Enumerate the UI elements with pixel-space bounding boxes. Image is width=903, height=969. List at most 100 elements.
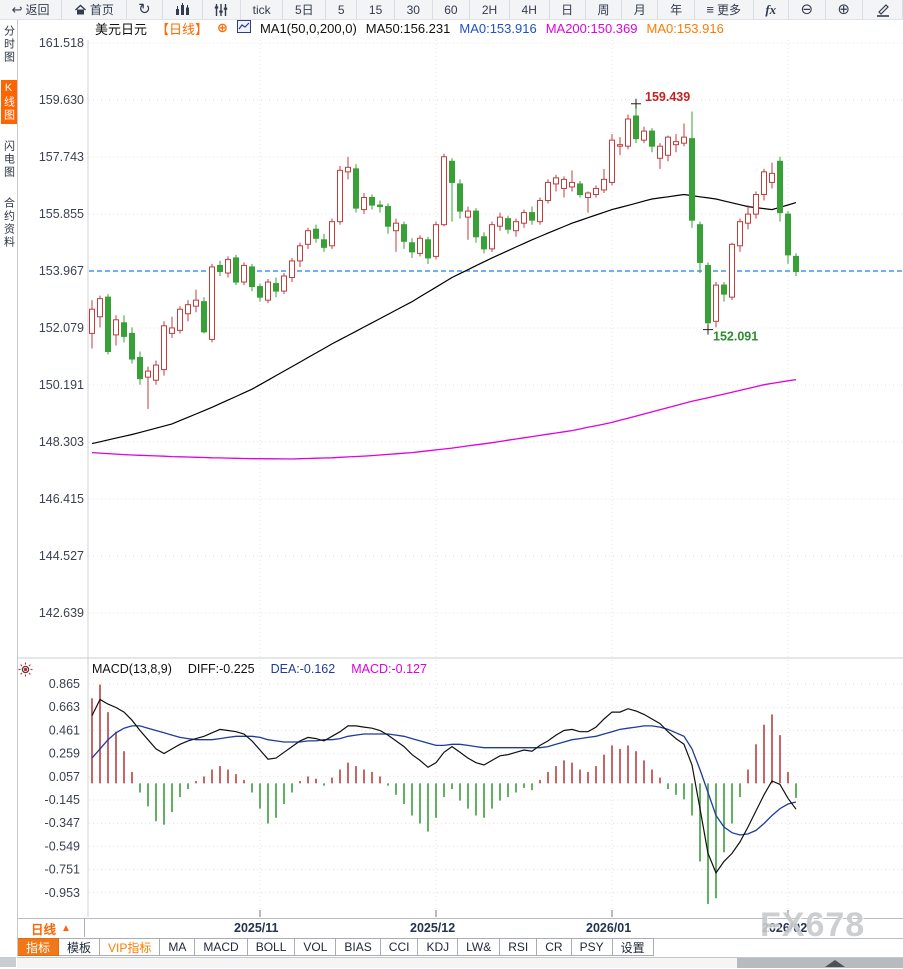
indicator-tabs: 指标 模板 VIP指标 MA MACD BOLL VOL BIAS CCI KDJ LW& RSI CR… — [17, 938, 654, 956]
toolbar-5d-button[interactable]: 5日 — [283, 0, 327, 19]
toolbar-day-label: 日 — [561, 3, 574, 17]
svg-text:144.527: 144.527 — [39, 549, 84, 563]
period-selector[interactable]: 日线 ▲ — [17, 919, 85, 937]
toolbar-min60-label: 60 — [444, 2, 458, 17]
tab-设置[interactable]: 设置 — [612, 938, 654, 956]
kline-chart-icon — [176, 3, 190, 15]
tab-VOL[interactable]: VOL — [295, 938, 337, 956]
collapse-triangle-icon[interactable] — [825, 960, 845, 967]
toolbar-back-button[interactable]: ↩ 返回 — [0, 0, 63, 19]
indicator-settings-icon[interactable] — [18, 662, 33, 682]
scrollbar-corner — [0, 957, 16, 967]
svg-text:155.855: 155.855 — [39, 207, 84, 221]
svg-text:153.967: 153.967 — [39, 264, 84, 278]
add-indicator-icon[interactable]: ⊕ — [217, 20, 228, 35]
sidebar-item-闪电图[interactable]: 闪电图 — [2, 140, 15, 179]
toolbar-min60-button[interactable]: 60 — [433, 0, 471, 19]
tab-RSI[interactable]: RSI — [500, 938, 538, 956]
svg-text:-0.549: -0.549 — [45, 839, 80, 853]
scrollbar-track[interactable] — [17, 957, 903, 968]
svg-text:148.303: 148.303 — [39, 435, 84, 449]
toolbar-min5-label: 5 — [337, 2, 345, 17]
period-selector-label: 日线 — [31, 922, 57, 937]
toolbar-min5-button[interactable]: 5 — [326, 0, 358, 19]
toolbar-min15-label: 15 — [368, 2, 383, 17]
toolbar-zoom-out-button[interactable]: ⊖ — [789, 0, 826, 19]
toolbar-5d-label: 5日 — [294, 3, 314, 17]
tab-MACD[interactable]: MACD — [195, 938, 248, 956]
sidebar-item-分时图[interactable]: 分时图 — [2, 25, 15, 64]
toolbar-week-label: 周 — [597, 3, 610, 17]
svg-text:-0.145: -0.145 — [45, 793, 80, 807]
refresh-icon: ↻ — [138, 1, 151, 18]
symbol-bar: 美元日元 【日线】 ⊕ MA1(50,0,200,0) MA50:156.231… — [95, 20, 724, 37]
toolbar-year-button[interactable]: 年 — [658, 0, 695, 19]
toolbar-min15-button[interactable]: 15 — [357, 0, 395, 19]
tab-MA[interactable]: MA — [160, 938, 196, 956]
tab-CCI[interactable]: CCI — [380, 938, 419, 956]
toolbar-week-button[interactable]: 周 — [586, 0, 623, 19]
tab-KDJ[interactable]: KDJ — [418, 938, 459, 956]
macd-diff-line — [91, 698, 797, 875]
toolbar-fx-label: fx — [765, 1, 777, 17]
toolbar-month-button[interactable]: 月 — [622, 0, 659, 19]
toolbar-refresh-button[interactable]: ↻ — [127, 0, 164, 19]
ma0-value-orange: MA0:153.916 — [646, 20, 724, 36]
macd-header: MACD(13,8,9) DIFF:-0.225 DEA:-0.162 MACD… — [92, 662, 427, 676]
price-chart[interactable]: 161.518 159.630 157.743 155.855 153.967 152.0… — [0, 0, 903, 918]
chevron-up-icon: ▲ — [61, 922, 71, 934]
toolbar-zoom-in-button[interactable]: ⊕ — [826, 0, 863, 19]
home-icon — [74, 4, 86, 14]
scrollbar-thumb[interactable] — [737, 958, 903, 968]
svg-text:-0.953: -0.953 — [45, 886, 80, 900]
svg-text:0.865: 0.865 — [49, 677, 80, 691]
ma200-value: MA200:150.369 — [545, 20, 638, 36]
toolbar-home-button[interactable]: 首页 — [62, 0, 127, 19]
toolbar-indicator-sliders-button[interactable] — [203, 0, 241, 19]
toolbar-h2-button[interactable]: 2H — [470, 0, 510, 19]
toolbar-h4-button[interactable]: 4H — [510, 0, 550, 19]
tab-模板[interactable]: 模板 — [59, 938, 101, 956]
macd-dea-line — [91, 725, 797, 836]
menu-icon: ≡ — [706, 2, 714, 17]
x-axis-label-2026/02: 2026/02 — [762, 921, 808, 935]
period-label: 【日线】 — [156, 21, 209, 37]
left-sidebar: 分时图 K线图闪电图合约资料 — [0, 19, 18, 956]
x-axis-label-2025/12: 2025/12 — [410, 921, 456, 935]
toolbar-more-button[interactable]: ≡ 更多 — [695, 0, 754, 19]
tab-PSY[interactable]: PSY — [571, 938, 613, 956]
tab-VIP指标[interactable]: VIP指标 — [100, 938, 161, 956]
tab-BIAS[interactable]: BIAS — [336, 938, 381, 956]
tab-BOLL[interactable]: BOLL — [247, 938, 296, 956]
svg-text:152.079: 152.079 — [39, 321, 84, 335]
tab-LW&[interactable]: LW& — [458, 938, 501, 956]
tab-指标[interactable]: 指标 — [17, 938, 60, 956]
sidebar-item-合约资料[interactable]: 合约资料 — [2, 197, 15, 249]
svg-text:0.057: 0.057 — [49, 770, 80, 784]
toolbar-kline-chart-button[interactable] — [163, 0, 203, 19]
toolbar-day-button[interactable]: 日 — [550, 0, 586, 19]
watermark: FX678 — [760, 906, 866, 944]
ma50-value: MA50:156.231 — [365, 20, 451, 36]
mini-kline-icon — [236, 20, 251, 36]
tab-CR[interactable]: CR — [537, 938, 572, 956]
toolbar-home-label: 首页 — [89, 3, 114, 17]
back-arrow-icon: ↩ — [11, 2, 23, 17]
candles-layer — [89, 105, 799, 409]
ma50-line — [91, 193, 797, 445]
toolbar-year-label: 年 — [670, 3, 683, 17]
toolbar-min30-label: 30 — [406, 2, 420, 17]
svg-text:159.630: 159.630 — [39, 93, 84, 107]
toolbar-back-label: 返回 — [25, 3, 50, 17]
price-grid: 161.518 159.630 157.743 155.855 153.967 152.0… — [39, 36, 903, 620]
toolbar-draw-button[interactable] — [863, 0, 903, 19]
svg-text:0.259: 0.259 — [49, 747, 80, 761]
toolbar-fx-button[interactable]: fx — [754, 0, 789, 19]
sliders-icon — [215, 3, 228, 16]
macd-dea-value: DEA:-0.162 — [270, 662, 336, 676]
toolbar-tick-button[interactable]: tick — [241, 0, 284, 19]
ma0-value-blue: MA0:153.916 — [459, 20, 537, 36]
macd-histogram — [91, 684, 797, 904]
toolbar-min30-button[interactable]: 30 — [395, 0, 433, 19]
sidebar-item-K线图[interactable]: K线图 — [0, 80, 17, 124]
